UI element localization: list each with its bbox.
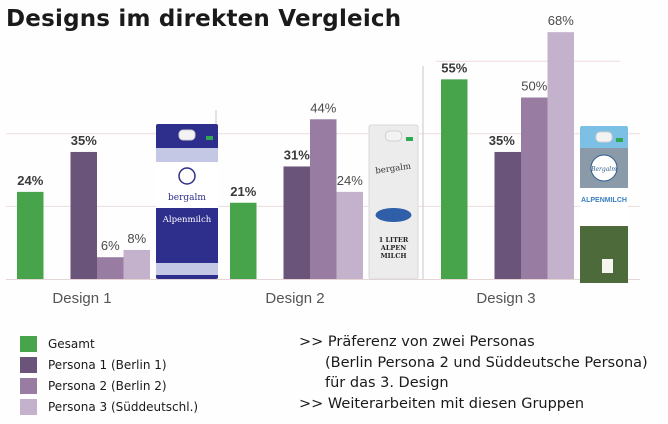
carton-logo (590, 154, 618, 182)
data-label: 35% (71, 133, 97, 148)
note-text: Weiterarbeiten mit diesen Gruppen (327, 395, 585, 412)
carton-badge (206, 136, 213, 140)
data-label: 55% (441, 60, 467, 75)
carton-brand: bergalm (375, 162, 412, 177)
carton-glass (602, 259, 613, 273)
carton-product-name: 1 LITER (379, 236, 409, 244)
carton-badge (406, 137, 413, 141)
carton-cow-illustration (375, 208, 412, 222)
legend-item-persona-3: Persona 3 (Süddeutschl.) (20, 396, 198, 417)
data-label: 35% (489, 133, 515, 148)
note-prefix: >> (299, 395, 328, 412)
legend-swatch (20, 356, 37, 373)
category-labels: Design 1 Design 2 Design 3 (52, 290, 535, 307)
carton-product-name: MILCH (380, 252, 406, 260)
carton-brand: Bergalm (590, 166, 617, 173)
note-text: Präferenz von zwei Personas (327, 334, 535, 350)
bar (70, 151, 97, 279)
data-label: 8% (127, 231, 146, 246)
legend-swatch (20, 335, 37, 352)
data-label: 24% (337, 173, 363, 188)
data-label: 50% (521, 79, 547, 94)
legend-label: Gesamt (48, 336, 95, 351)
note-text: für das 3. Design (325, 375, 449, 391)
carton-label-area (156, 162, 218, 208)
bar (283, 166, 310, 279)
page-title: Designs im direkten Vergleich (6, 6, 402, 32)
bar (230, 202, 257, 279)
bar (494, 151, 521, 279)
legend-swatch (20, 398, 37, 415)
carton-cap (178, 129, 196, 141)
note-line: >> Weiterarbeiten mit diesen Gruppen (299, 394, 648, 415)
milk-carton-image: Bergalm ALPENMILCH (580, 126, 628, 283)
conclusion-notes: >> Präferenz von zwei Personas (Berlin P… (299, 332, 648, 414)
note-line: für das 3. Design (299, 373, 648, 394)
data-labels: 24% 35% 6% 8% 21% 31% 44% 24% 55% 35% 50% 68% (17, 13, 574, 253)
bar (441, 79, 468, 279)
legend-label: Persona 1 (Berlin 1) (48, 357, 167, 372)
bars (17, 32, 574, 279)
carton-product-name: Alpenmilch (162, 215, 212, 225)
bar (97, 257, 124, 279)
data-label: 6% (101, 238, 120, 253)
legend-item-persona-1: Persona 1 (Berlin 1) (20, 354, 198, 375)
data-label: 24% (17, 173, 43, 188)
carton-body (368, 124, 419, 280)
carton-label-area (580, 188, 628, 226)
category-label: Design 3 (476, 290, 535, 307)
legend-label: Persona 2 (Berlin 2) (48, 378, 167, 393)
data-label: 68% (548, 13, 574, 28)
carton-pattern (156, 148, 218, 162)
legend: Gesamt Persona 1 (Berlin 1) Persona 2 (B… (20, 333, 198, 417)
milk-carton-image: bergalm Alpenmilch (156, 124, 218, 279)
data-label: 21% (230, 184, 256, 199)
carton-badge (616, 138, 623, 142)
carton-meadow-photo (580, 226, 628, 283)
note-prefix: >> (299, 334, 328, 350)
bar (17, 191, 44, 279)
note-line: (Berlin Persona 2 und Süddeutsche Person… (299, 353, 648, 374)
carton-cap (595, 131, 613, 143)
bar (521, 97, 548, 279)
data-label: 44% (310, 100, 336, 115)
bar (336, 191, 363, 279)
carton-product-name: ALPEN (380, 244, 406, 252)
carton-pattern (156, 263, 218, 275)
data-label: 31% (284, 147, 310, 162)
carton-product-name: ALPENMILCH (581, 197, 627, 204)
carton-brand: bergalm (168, 193, 206, 203)
legend-swatch (20, 377, 37, 394)
carton-logo (178, 167, 196, 185)
bar (547, 32, 574, 279)
note-line: >> Präferenz von zwei Personas (299, 332, 648, 353)
legend-item-gesamt: Gesamt (20, 333, 198, 354)
bar (123, 249, 150, 279)
category-label: Design 2 (265, 290, 324, 307)
carton-cap (385, 130, 402, 142)
bar (310, 119, 337, 279)
note-text: (Berlin Persona 2 und Süddeutsche Person… (325, 354, 648, 371)
legend-item-persona-2: Persona 2 (Berlin 2) (20, 375, 198, 396)
legend-label: Persona 3 (Süddeutschl.) (48, 399, 199, 414)
category-label: Design 1 (52, 290, 111, 307)
